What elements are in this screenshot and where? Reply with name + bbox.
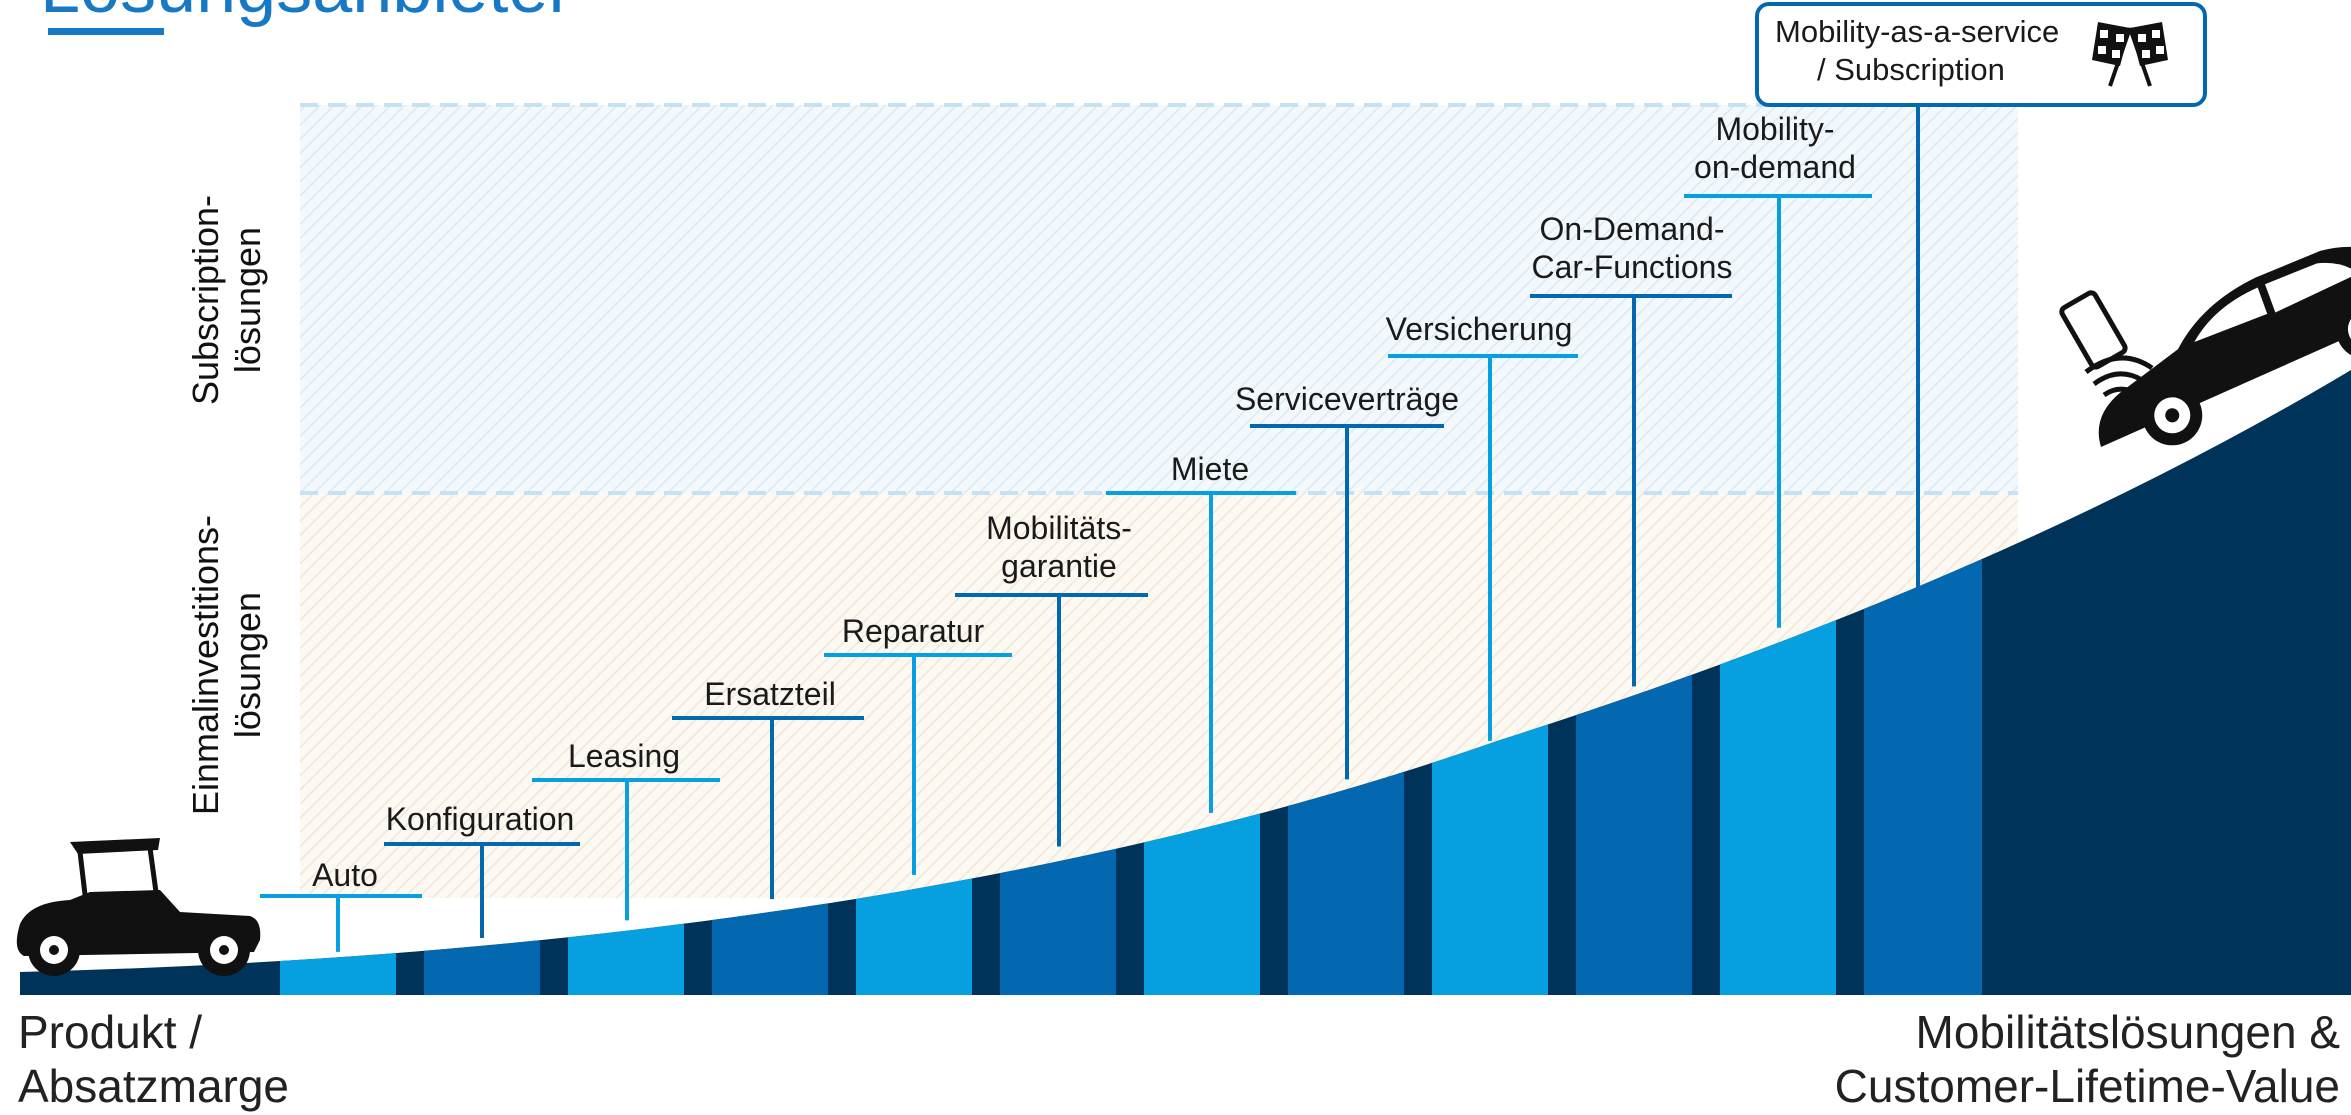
- step-label: Auto: [312, 857, 378, 893]
- subscription-zone: [300, 105, 2018, 493]
- step-8: Serviceverträge: [1235, 381, 1459, 780]
- step-2: Konfiguration: [384, 801, 580, 938]
- step-5: Reparatur: [824, 613, 1012, 875]
- zone-label-einmal: Einmalinvestitions- lösungen: [185, 515, 268, 815]
- step-11: Mobility-on-demand: [1684, 111, 1872, 628]
- maas-line2: / Subscription: [1817, 52, 2005, 87]
- step-label: on-demand: [1694, 149, 1856, 185]
- step-label: Mobility-: [1715, 111, 1834, 147]
- vintage-car-icon: [16, 838, 261, 976]
- zone-label-subscription: Subscription- lösungen: [185, 195, 268, 405]
- page-title: Lösungsanbieter: [40, 0, 572, 28]
- axis-right-line2: Customer-Lifetime-Value: [1835, 1060, 2340, 1112]
- axis-right-line1: Mobilitätslösungen &: [1916, 1006, 2340, 1058]
- step-3: Leasing: [532, 738, 720, 921]
- step-label: garantie: [1001, 548, 1117, 584]
- step-10: On-Demand-Car-Functions: [1530, 211, 1733, 687]
- wifi-signal-icon: [2084, 355, 2154, 418]
- title-underline: [48, 28, 164, 35]
- step-label: Reparatur: [842, 613, 985, 649]
- step-4: Ersatzteil: [672, 676, 864, 900]
- step-label: Miete: [1171, 451, 1249, 487]
- mobility-as-a-service-box: Mobility-as-a-service / Subscription: [1755, 2, 2207, 650]
- step-label: Leasing: [568, 738, 680, 774]
- step-label: Ersatzteil: [704, 676, 836, 712]
- axis-left-line1: Produkt /: [18, 1006, 202, 1058]
- checkered-flags-icon: [2092, 22, 2168, 87]
- step-label: Konfiguration: [386, 801, 575, 837]
- step-9: Versicherung: [1386, 311, 1578, 741]
- step-label: Mobilitäts-: [986, 510, 1132, 546]
- step-label: Car-Functions: [1532, 249, 1733, 285]
- svg-text:lösungen: lösungen: [227, 592, 268, 738]
- maas-line1: Mobility-as-a-service: [1775, 14, 2059, 49]
- step-label: Serviceverträge: [1235, 381, 1459, 417]
- step-label: On-Demand-: [1540, 211, 1725, 247]
- svg-text:lösungen: lösungen: [227, 227, 268, 373]
- step-7: Miete: [1106, 451, 1296, 813]
- step-6: Mobilitäts-garantie: [955, 510, 1148, 847]
- axis-left-line2: Absatzmarge: [18, 1060, 289, 1112]
- step-label: Versicherung: [1386, 311, 1573, 347]
- svg-text:Einmalinvestitions-: Einmalinvestitions-: [185, 515, 226, 815]
- svg-text:Subscription-: Subscription-: [185, 195, 226, 405]
- step-1: Auto: [260, 857, 422, 952]
